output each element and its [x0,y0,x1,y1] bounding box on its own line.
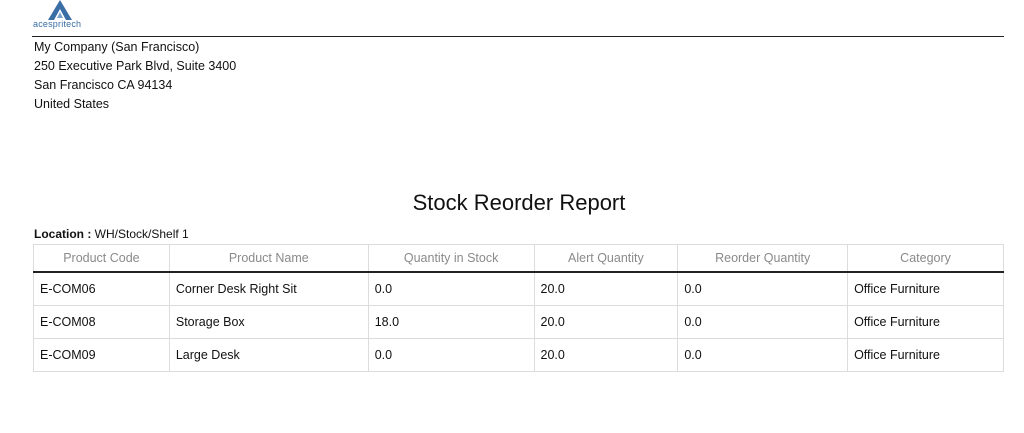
cell-category: Office Furniture [848,306,1004,339]
table-row: E-COM08 Storage Box 18.0 20.0 0.0 Office… [34,306,1004,339]
cell-product-code: E-COM09 [34,339,170,372]
company-address: My Company (San Francisco) 250 Executive… [34,38,236,114]
column-header-alert-quantity: Alert Quantity [534,245,678,273]
cell-product-name: Corner Desk Right Sit [169,272,368,306]
table-header-row: Product Code Product Name Quantity in St… [34,245,1004,273]
table-row: E-COM09 Large Desk 0.0 20.0 0.0 Office F… [34,339,1004,372]
cell-product-name: Storage Box [169,306,368,339]
cell-product-name: Large Desk [169,339,368,372]
address-line-2: San Francisco CA 94134 [34,76,236,95]
cell-quantity-in-stock: 18.0 [368,306,534,339]
cell-alert-quantity: 20.0 [534,306,678,339]
location-value: WH/Stock/Shelf 1 [95,227,189,241]
company-name: My Company (San Francisco) [34,38,236,57]
table-row: E-COM06 Corner Desk Right Sit 0.0 20.0 0… [34,272,1004,306]
cell-reorder-quantity: 0.0 [678,272,848,306]
header-divider [32,36,1004,37]
report-title: Stock Reorder Report [0,190,1024,216]
location-line: Location : WH/Stock/Shelf 1 [34,227,189,241]
logo-text: acespritech [33,19,81,29]
column-header-product-code: Product Code [34,245,170,273]
cell-alert-quantity: 20.0 [534,272,678,306]
address-country: United States [34,95,236,114]
cell-product-code: E-COM06 [34,272,170,306]
cell-reorder-quantity: 0.0 [678,306,848,339]
stock-reorder-table: Product Code Product Name Quantity in St… [33,244,1004,372]
column-header-product-name: Product Name [169,245,368,273]
location-label: Location : [34,227,91,241]
column-header-reorder-quantity: Reorder Quantity [678,245,848,273]
logo-mark-icon [46,0,74,20]
column-header-quantity-in-stock: Quantity in Stock [368,245,534,273]
cell-quantity-in-stock: 0.0 [368,339,534,372]
company-logo: acespritech [32,0,92,32]
cell-quantity-in-stock: 0.0 [368,272,534,306]
cell-alert-quantity: 20.0 [534,339,678,372]
cell-category: Office Furniture [848,339,1004,372]
address-line-1: 250 Executive Park Blvd, Suite 3400 [34,57,236,76]
cell-reorder-quantity: 0.0 [678,339,848,372]
column-header-category: Category [848,245,1004,273]
cell-product-code: E-COM08 [34,306,170,339]
cell-category: Office Furniture [848,272,1004,306]
